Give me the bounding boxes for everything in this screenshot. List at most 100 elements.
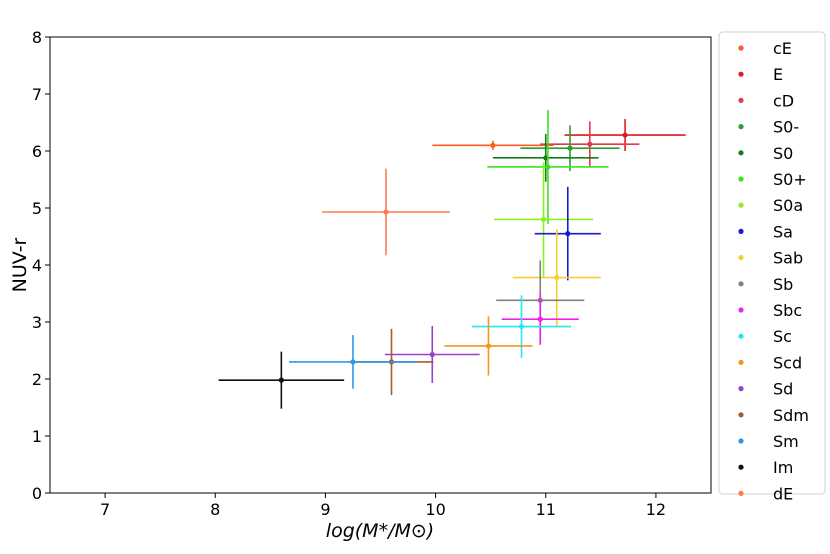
- x-tick-label: 7: [100, 500, 110, 519]
- data-point-s0-: [487, 109, 609, 224]
- y-tick-label: 4: [32, 256, 42, 275]
- legend: cE EcD S0- S0 S0+ S0a Sa Sab Sb Sbc Sc Scd Sd Sdm Sm Im…: [718, 31, 826, 503]
- point-marker: [567, 145, 573, 151]
- legend-marker: [738, 150, 744, 156]
- legend-marker: [738, 307, 744, 313]
- point-marker: [350, 359, 356, 365]
- legend-label: Sdm: [773, 406, 809, 425]
- legend-entry: Sd: [738, 380, 793, 399]
- point-marker: [540, 216, 547, 222]
- data-point-scd: [444, 316, 533, 376]
- legend-entry: Sb: [738, 275, 793, 294]
- x-axis-label: log(M*/M⊙): [326, 520, 434, 542]
- point-marker: [518, 323, 525, 330]
- y-tick-label: 3: [32, 313, 42, 332]
- legend-label: Scd: [773, 353, 802, 372]
- legend-entry: S0a: [738, 196, 803, 215]
- legend-marker: [738, 386, 744, 392]
- y-axis-label: NUV-r: [9, 237, 31, 292]
- legend-entry: S0-: [738, 118, 799, 137]
- legend-entry: S0: [738, 144, 793, 163]
- legend-marker: [738, 438, 744, 444]
- y-tick-label: 2: [32, 370, 42, 389]
- legend-entry: Im: [738, 458, 793, 477]
- legend-label: S0-: [773, 118, 799, 137]
- axes: [49, 36, 712, 494]
- point-marker: [543, 155, 549, 161]
- legend-entry: Sa: [738, 222, 793, 241]
- point-marker: [383, 209, 389, 215]
- y-tick-label: 1: [32, 427, 42, 446]
- y-tick-label: 8: [32, 28, 42, 47]
- x-tick-label: 12: [646, 500, 666, 519]
- legend-marker: [738, 255, 744, 261]
- legend-marker: [738, 490, 744, 496]
- data-point-de: [322, 168, 450, 256]
- point-marker: [490, 142, 496, 148]
- legend-label: dE: [773, 484, 793, 503]
- legend-label: Sb: [773, 275, 793, 294]
- legend-marker: [738, 71, 744, 77]
- legend-label: Sbc: [773, 301, 802, 320]
- legend-label: S0a: [773, 196, 803, 215]
- data-point-sab: [512, 229, 601, 326]
- legend-marker: [738, 333, 744, 339]
- legend-marker: [738, 176, 744, 182]
- point-marker: [485, 343, 492, 349]
- x-tick-label: 9: [320, 500, 330, 519]
- legend-marker: [738, 228, 744, 234]
- x-tick-label: 11: [536, 500, 556, 519]
- point-marker: [554, 274, 560, 281]
- legend-marker: [738, 412, 744, 418]
- legend-marker: [738, 281, 744, 287]
- data-point-s0a: [493, 162, 594, 277]
- legend-entry: dE: [738, 484, 793, 503]
- legend-marker: [738, 45, 744, 51]
- legend-marker: [738, 124, 744, 130]
- legend-marker: [738, 464, 744, 470]
- y-tick-label: 5: [32, 199, 42, 218]
- legend-entry: cE: [738, 39, 792, 58]
- x-tick-label: 10: [425, 500, 445, 519]
- legend-entry: Sab: [738, 249, 803, 268]
- x-axis-ticks: 7 8 9 10 11 12: [100, 493, 666, 519]
- x-tick-label: 8: [210, 500, 220, 519]
- legend-label: Sab: [773, 249, 803, 268]
- point-marker: [537, 316, 543, 322]
- legend-entry: Sc: [738, 327, 792, 346]
- legend-entry: Sm: [738, 432, 799, 451]
- y-tick-label: 7: [32, 85, 42, 104]
- data-point-sm: [289, 335, 417, 389]
- data-point-sbc: [501, 293, 579, 345]
- data-point-sd: [384, 325, 480, 383]
- legend-label: cE: [773, 39, 792, 58]
- legend-label: Im: [773, 458, 793, 477]
- legend-marker: [738, 359, 744, 365]
- point-marker: [622, 132, 628, 138]
- data-point-s0-: [520, 125, 620, 171]
- data-point-cd: [540, 121, 640, 167]
- point-marker: [545, 164, 551, 170]
- y-tick-label: 6: [32, 142, 42, 161]
- legend-label: cD: [773, 91, 794, 110]
- plot-area: [218, 109, 686, 409]
- legend-label: S0: [773, 144, 793, 163]
- legend-label: Sd: [773, 380, 793, 399]
- legend-entry: E: [738, 65, 783, 84]
- legend-label: Sc: [773, 327, 792, 346]
- data-point-s0: [492, 133, 599, 182]
- data-point-ce: [432, 140, 554, 150]
- legend-label: Sm: [773, 432, 799, 451]
- legend-entry: Sbc: [738, 301, 802, 320]
- legend-entry: Scd: [738, 353, 802, 372]
- point-marker: [278, 377, 284, 383]
- data-point-sa: [534, 186, 601, 281]
- point-marker: [565, 231, 571, 237]
- legend-label: E: [773, 65, 783, 84]
- legend-entry: cD: [738, 91, 794, 110]
- legend-box: [718, 31, 826, 495]
- point-marker: [587, 141, 593, 147]
- y-tick-label: 0: [32, 484, 42, 503]
- y-axis-ticks: 0 1 2 3 4 5 6 7 8: [32, 28, 50, 503]
